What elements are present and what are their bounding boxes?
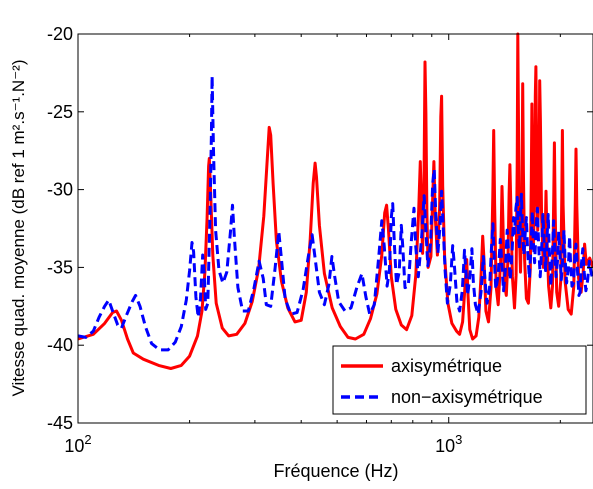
y-axis-label: Vitesse quad. moyenne (dB ref 1 m².s⁻¹.N…: [9, 60, 28, 397]
y-tick-label: -30: [47, 180, 73, 200]
x-axis-ticks: 102 103: [64, 34, 561, 456]
y-tick-label: -40: [47, 335, 73, 355]
legend-box: [332, 345, 587, 415]
y-tick-label: -20: [47, 24, 73, 44]
legend-label-axisymetrique: axisymétrique: [391, 356, 502, 376]
x-tick-label: 103: [435, 432, 462, 456]
series-lines: [77, 32, 593, 370]
x-axis-label: Fréquence (Hz): [273, 461, 398, 481]
x-tick-label: 102: [64, 432, 91, 456]
series-line-axisymetrique: [77, 32, 593, 370]
y-tick-label: -25: [47, 102, 73, 122]
y-tick-label: -45: [47, 413, 73, 433]
legend-label-non-axisymetrique: non−axisymétrique: [391, 387, 543, 407]
y-axis-ticks: -45 -40 -35 -30 -25 -20: [47, 24, 593, 433]
y-tick-label: -35: [47, 257, 73, 277]
series-line-non-axisymetrique: [77, 74, 593, 352]
legend: axisymétrique non−axisymétrique: [332, 345, 587, 415]
plot-frame: [77, 33, 593, 424]
